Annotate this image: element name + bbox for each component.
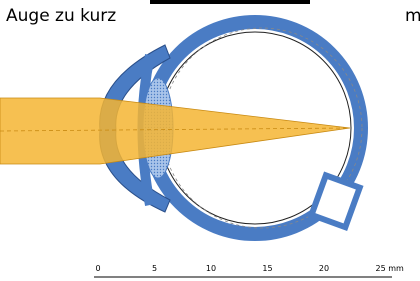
title: Auge zu kurz <box>6 6 116 26</box>
scale-label: 5 <box>152 264 157 273</box>
scale-label: 0 <box>95 264 100 273</box>
scale-label: 15 <box>262 264 272 273</box>
cut-heading <box>150 0 310 4</box>
scale-label: 20 <box>319 264 329 273</box>
scale-label: 10 <box>206 264 216 273</box>
cut-text: m <box>405 6 420 26</box>
scale-label: 25 mm <box>376 264 405 273</box>
eye-diagram: Auge zu kurz m 0 5 10 15 20 25 mm <box>0 0 420 281</box>
scale: 0 5 10 15 20 25 mm <box>95 264 404 273</box>
